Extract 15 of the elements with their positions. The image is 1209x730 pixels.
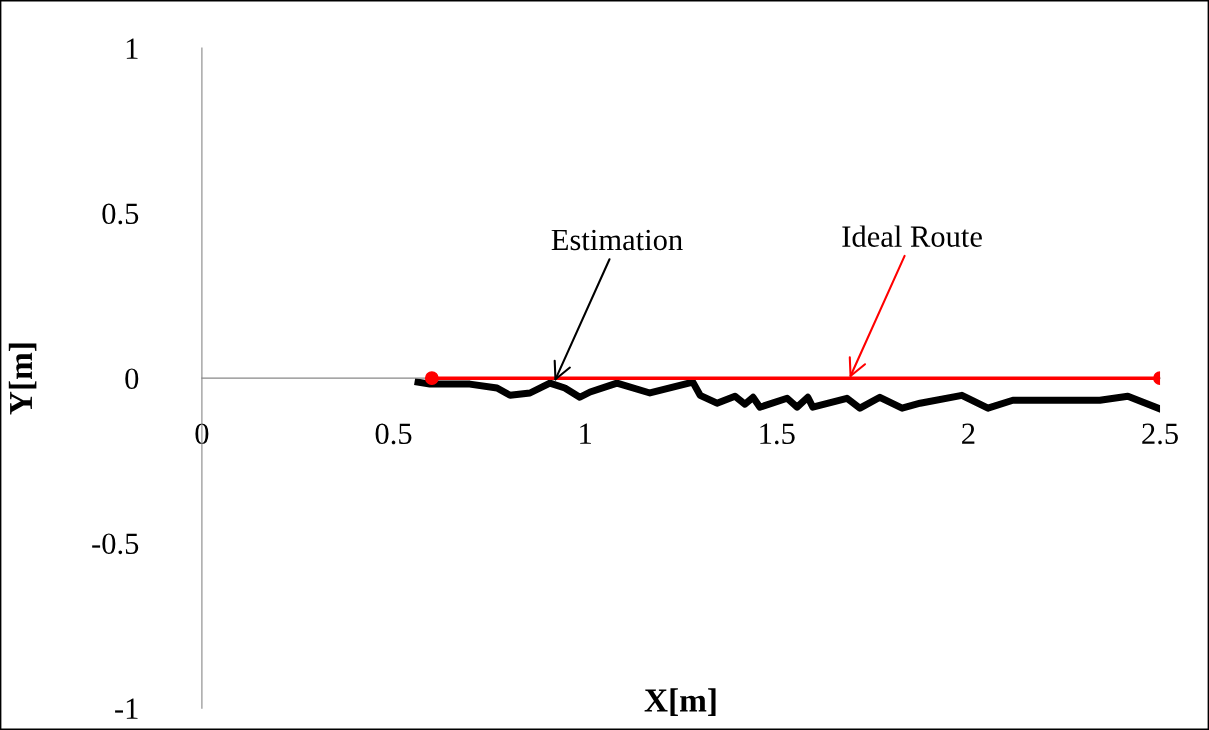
y-tick-label: -1	[115, 698, 138, 719]
y-tick-label: 0	[125, 368, 139, 390]
x-tick-label: 2	[962, 423, 975, 444]
y-axis-title: Y[m]	[8, 343, 37, 415]
x-tick-label: 1	[580, 423, 591, 444]
x-tick-label: 0.5	[375, 423, 412, 445]
x-axis-title: X[m]	[644, 688, 716, 716]
annotation: Estimation	[551, 229, 683, 251]
y-tick-label: 0.5	[102, 203, 139, 225]
annotation: Ideal Route	[842, 225, 982, 247]
x-tick-label: 2.5	[1142, 423, 1178, 445]
x-tick-label: 0	[195, 423, 209, 445]
y-tick-label: -0.5	[92, 533, 139, 555]
y-tick-label: 1	[126, 38, 138, 59]
x-tick-label: 1.5	[760, 423, 795, 445]
